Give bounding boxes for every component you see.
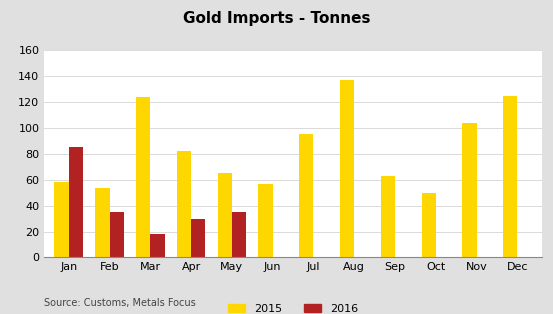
Text: Source: Customs, Metals Focus: Source: Customs, Metals Focus bbox=[44, 298, 196, 308]
Bar bbox=[503, 95, 518, 257]
Bar bbox=[177, 151, 191, 257]
Bar bbox=[95, 187, 109, 257]
Bar bbox=[69, 147, 83, 257]
Text: Gold Imports - Tonnes: Gold Imports - Tonnes bbox=[182, 11, 371, 26]
Bar bbox=[136, 97, 150, 257]
Bar bbox=[191, 219, 205, 257]
Bar bbox=[150, 234, 165, 257]
Bar bbox=[381, 176, 395, 257]
Bar bbox=[218, 173, 232, 257]
Bar bbox=[54, 182, 69, 257]
Bar bbox=[109, 212, 124, 257]
Bar bbox=[421, 193, 436, 257]
Bar bbox=[258, 184, 273, 257]
Bar bbox=[232, 212, 246, 257]
Bar bbox=[340, 80, 354, 257]
Bar bbox=[462, 123, 477, 257]
Bar bbox=[299, 134, 314, 257]
Legend: 2015, 2016: 2015, 2016 bbox=[224, 299, 362, 314]
